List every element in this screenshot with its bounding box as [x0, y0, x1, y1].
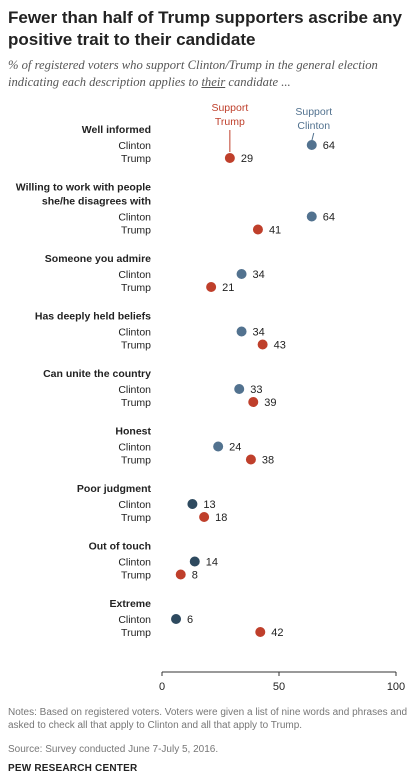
trump-value-label: 21 [222, 282, 234, 294]
x-axis-tick-label: 50 [273, 681, 285, 693]
chart-subtitle: % of registered voters who support Clint… [8, 57, 416, 91]
clinton-value-label: 14 [206, 557, 218, 569]
trump-value-label: 8 [192, 570, 198, 582]
category-label: Honest [115, 426, 151, 438]
clinton-dot [234, 384, 245, 394]
chart-title: Fewer than half of Trump supporters ascr… [8, 8, 402, 49]
clinton-dot [189, 556, 200, 567]
subtitle-text-after: candidate ... [225, 75, 291, 89]
trump-value-label: 43 [274, 340, 286, 352]
legend-support-trump-line1: Support [211, 102, 248, 114]
trump-value-label: 41 [269, 225, 281, 237]
clinton-dot [187, 499, 198, 509]
category-label: Can unite the country [43, 368, 151, 380]
row-label-trump: Trump [121, 627, 151, 639]
clinton-value-label: 64 [323, 140, 335, 152]
trump-dot [245, 454, 256, 465]
row-label-clinton: Clinton [118, 384, 151, 396]
row-label-clinton: Clinton [118, 269, 151, 281]
row-label-clinton: Clinton [118, 614, 151, 626]
trump-dot [175, 569, 186, 580]
clinton-value-label: 34 [253, 327, 265, 339]
trump-dot [252, 224, 263, 235]
trump-dot [224, 153, 235, 163]
legend-support-clinton-line1: Support [295, 106, 332, 118]
trump-dot [199, 512, 210, 522]
trump-dot [248, 397, 259, 407]
category-label: Willing to work with people [16, 182, 151, 194]
row-label-trump: Trump [121, 512, 151, 524]
legend-support-clinton-line2: Clinton [297, 120, 330, 132]
publisher-footer: PEW RESEARCH CENTER [8, 763, 138, 774]
category-label: Someone you admire [45, 253, 151, 265]
clinton-value-label: 33 [250, 384, 262, 396]
clinton-value-label: 6 [187, 614, 193, 626]
row-label-trump: Trump [121, 225, 151, 237]
category-label: Poor judgment [77, 483, 152, 495]
clinton-value-label: 13 [203, 499, 215, 511]
legend-support-trump-line2: Trump [215, 116, 245, 128]
row-label-clinton: Clinton [118, 212, 151, 224]
category-label: Out of touch [89, 541, 151, 553]
legend-clinton-leader-line [311, 132, 315, 142]
trump-dot [257, 339, 268, 350]
row-label-trump: Trump [121, 397, 151, 409]
trump-value-label: 39 [264, 397, 276, 409]
clinton-value-label: 34 [253, 269, 265, 281]
row-label-clinton: Clinton [118, 442, 151, 454]
trump-value-label: 29 [241, 153, 253, 165]
category-label: she/he disagrees with [42, 196, 151, 208]
clinton-dot [236, 269, 247, 279]
chart-notes: Notes: Based on registered voters. Voter… [8, 707, 408, 731]
row-label-trump: Trump [121, 282, 151, 294]
clinton-value-label: 24 [229, 442, 241, 454]
x-axis-tick-label: 100 [387, 681, 405, 693]
trump-value-label: 18 [215, 512, 227, 524]
row-label-clinton: Clinton [118, 499, 151, 511]
row-label-clinton: Clinton [118, 327, 151, 339]
row-label-trump: Trump [121, 455, 151, 467]
row-label-clinton: Clinton [118, 140, 151, 152]
trump-dot [255, 627, 266, 637]
subtitle-underlined-word: their [201, 75, 226, 89]
category-label: Extreme [110, 598, 152, 610]
row-label-clinton: Clinton [118, 557, 151, 569]
category-label: Well informed [82, 124, 151, 136]
trump-dot [206, 282, 217, 292]
chart-source: Source: Survey conducted June 7-July 5, … [8, 744, 219, 755]
clinton-dot [306, 140, 317, 150]
subtitle-text-before: % of registered voters who support Clint… [8, 58, 378, 89]
trump-value-label: 42 [271, 627, 283, 639]
row-label-trump: Trump [121, 340, 151, 352]
row-label-trump: Trump [121, 153, 151, 165]
clinton-dot [306, 211, 317, 222]
trump-value-label: 38 [262, 455, 274, 467]
category-label: Has deeply held beliefs [35, 311, 151, 323]
clinton-dot [213, 441, 224, 452]
clinton-dot [171, 614, 182, 624]
clinton-value-label: 64 [323, 212, 335, 224]
row-label-trump: Trump [121, 570, 151, 582]
clinton-dot [236, 326, 247, 337]
x-axis-tick-label: 0 [159, 681, 165, 693]
